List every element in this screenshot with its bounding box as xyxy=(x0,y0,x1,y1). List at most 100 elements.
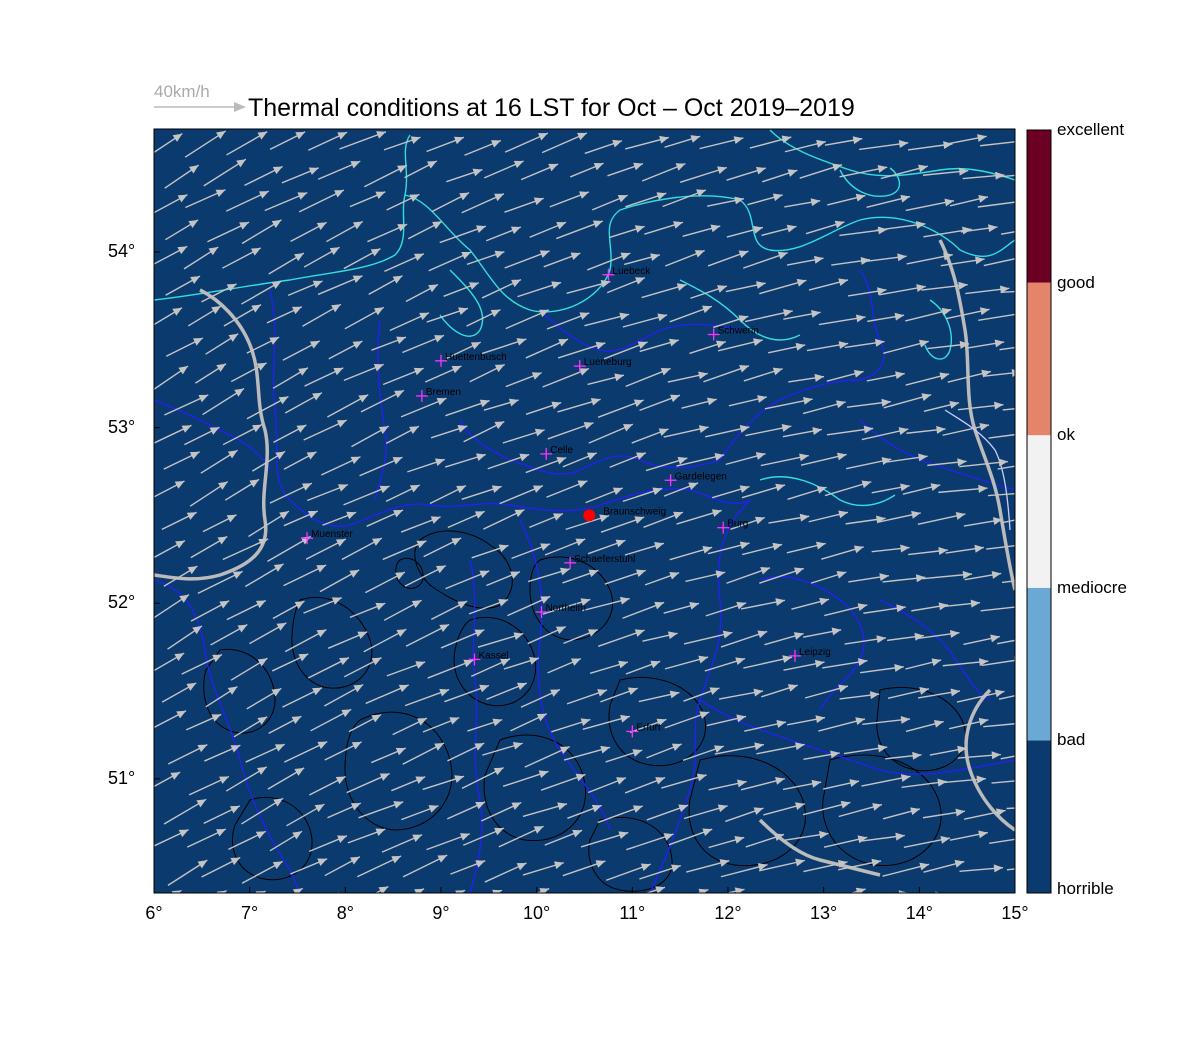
wind-arrow xyxy=(848,573,889,583)
x-tick-label: 12° xyxy=(714,903,742,923)
wind-arrow xyxy=(749,135,792,149)
wind-arrow xyxy=(826,369,864,382)
wind-arrow xyxy=(808,278,849,291)
wind-arrow xyxy=(728,395,767,407)
wind-arrow xyxy=(743,655,793,669)
wind-arrow xyxy=(426,136,465,153)
wind-arrow xyxy=(788,373,825,383)
wind-arrow xyxy=(461,767,504,789)
wind-arrow xyxy=(282,340,321,361)
wind-arrow xyxy=(744,308,793,323)
y-tick-label: 54° xyxy=(108,240,136,261)
wind-arrow xyxy=(866,194,911,209)
wind-arrow xyxy=(625,192,667,208)
wind-arrow xyxy=(589,660,629,675)
wind-arrow xyxy=(481,338,527,355)
city-label: Braunschweig xyxy=(603,506,666,517)
cities-layer: Luebeck Schwerin Huettenbusch Lueneburg Brem… xyxy=(301,266,831,738)
wind-arrow xyxy=(917,688,961,699)
wind-arrow xyxy=(197,570,243,595)
wind-arrow xyxy=(747,193,783,206)
wind-arrow xyxy=(689,340,727,355)
wind-arrow xyxy=(882,574,926,583)
wind-arrow xyxy=(938,484,988,494)
wind-arrow xyxy=(470,658,511,678)
city-label: Muenster xyxy=(311,529,353,540)
wind-arrow xyxy=(699,136,744,150)
y-tick-label: 53° xyxy=(108,416,136,437)
wind-arrow xyxy=(704,657,746,672)
wind-arrow xyxy=(484,862,527,883)
wind-arrow xyxy=(1006,868,1015,871)
x-tick-label: 14° xyxy=(905,903,933,923)
wind-arrow xyxy=(466,308,501,327)
wind-arrow xyxy=(230,362,267,383)
city-label: Erfurt xyxy=(636,722,661,733)
wind-arrow xyxy=(882,807,921,820)
wind-arrow xyxy=(525,338,569,359)
wind-arrow xyxy=(443,282,480,297)
wind-arrow xyxy=(302,303,342,327)
wind-arrow xyxy=(718,688,764,700)
map-background xyxy=(154,129,1015,893)
wind-arrow xyxy=(201,283,237,303)
wind-arrow xyxy=(487,453,530,470)
wind-arrow xyxy=(246,395,289,420)
wind-arrow xyxy=(706,714,747,727)
wind-arrow xyxy=(246,336,280,354)
wind-arrow xyxy=(246,687,282,710)
wind-arrow xyxy=(810,570,847,584)
wind-arrow xyxy=(942,658,989,667)
wind-arrow xyxy=(927,340,970,350)
wind-arrow xyxy=(742,542,783,556)
wind-arrow xyxy=(292,887,304,893)
wind-arrow xyxy=(644,571,680,586)
wind-arrow xyxy=(529,512,564,529)
city-label: Schwerin xyxy=(718,325,759,336)
wind-arrow xyxy=(997,465,1015,470)
wind-arrow xyxy=(202,514,237,533)
wind-arrow xyxy=(907,141,953,151)
wind-arrow xyxy=(284,628,327,653)
wind-arrow xyxy=(823,835,868,848)
wind-arrow xyxy=(646,743,682,759)
wind-arrow xyxy=(384,253,425,272)
wind-arrow xyxy=(783,830,829,842)
wind-arrow xyxy=(705,601,747,617)
wind-arrow xyxy=(645,456,688,472)
wind-arrow xyxy=(726,567,771,584)
colorbar-frame xyxy=(1026,129,1052,894)
wind-arrow xyxy=(154,540,186,559)
wind-arrow xyxy=(343,657,382,678)
wind-arrow xyxy=(921,281,968,291)
wind-arrow xyxy=(902,483,941,495)
wind-arrow xyxy=(839,691,880,700)
wind-arrow xyxy=(546,480,588,498)
wind-arrow xyxy=(690,285,728,299)
wind-arrow xyxy=(306,484,349,502)
wind-arrow xyxy=(847,287,887,297)
wind-arrow xyxy=(603,341,648,360)
wind-arrow xyxy=(707,541,750,555)
wind-arrow xyxy=(922,167,969,176)
wind-arrow xyxy=(165,275,201,296)
wind-arrow xyxy=(200,449,238,474)
wind-arrow xyxy=(1001,580,1015,584)
wind-arrow xyxy=(609,452,647,468)
wind-arrow xyxy=(281,167,319,184)
wind-arrow xyxy=(371,336,407,351)
wind-arrow xyxy=(391,776,426,792)
wind-arrow xyxy=(483,508,525,530)
wind-arrow xyxy=(786,541,826,554)
wind-arrow xyxy=(477,632,524,648)
wind-arrow xyxy=(414,888,425,893)
wind-arrow xyxy=(631,428,669,444)
wind-arrow xyxy=(668,828,713,846)
wind-arrow xyxy=(708,836,745,849)
wind-arrow xyxy=(960,224,998,233)
wind-arrow xyxy=(371,747,406,764)
wind-arrow xyxy=(324,683,364,707)
city-label: Gardelegen xyxy=(675,471,727,482)
wind-arrow xyxy=(999,174,1015,178)
wind-arrow xyxy=(802,800,851,816)
